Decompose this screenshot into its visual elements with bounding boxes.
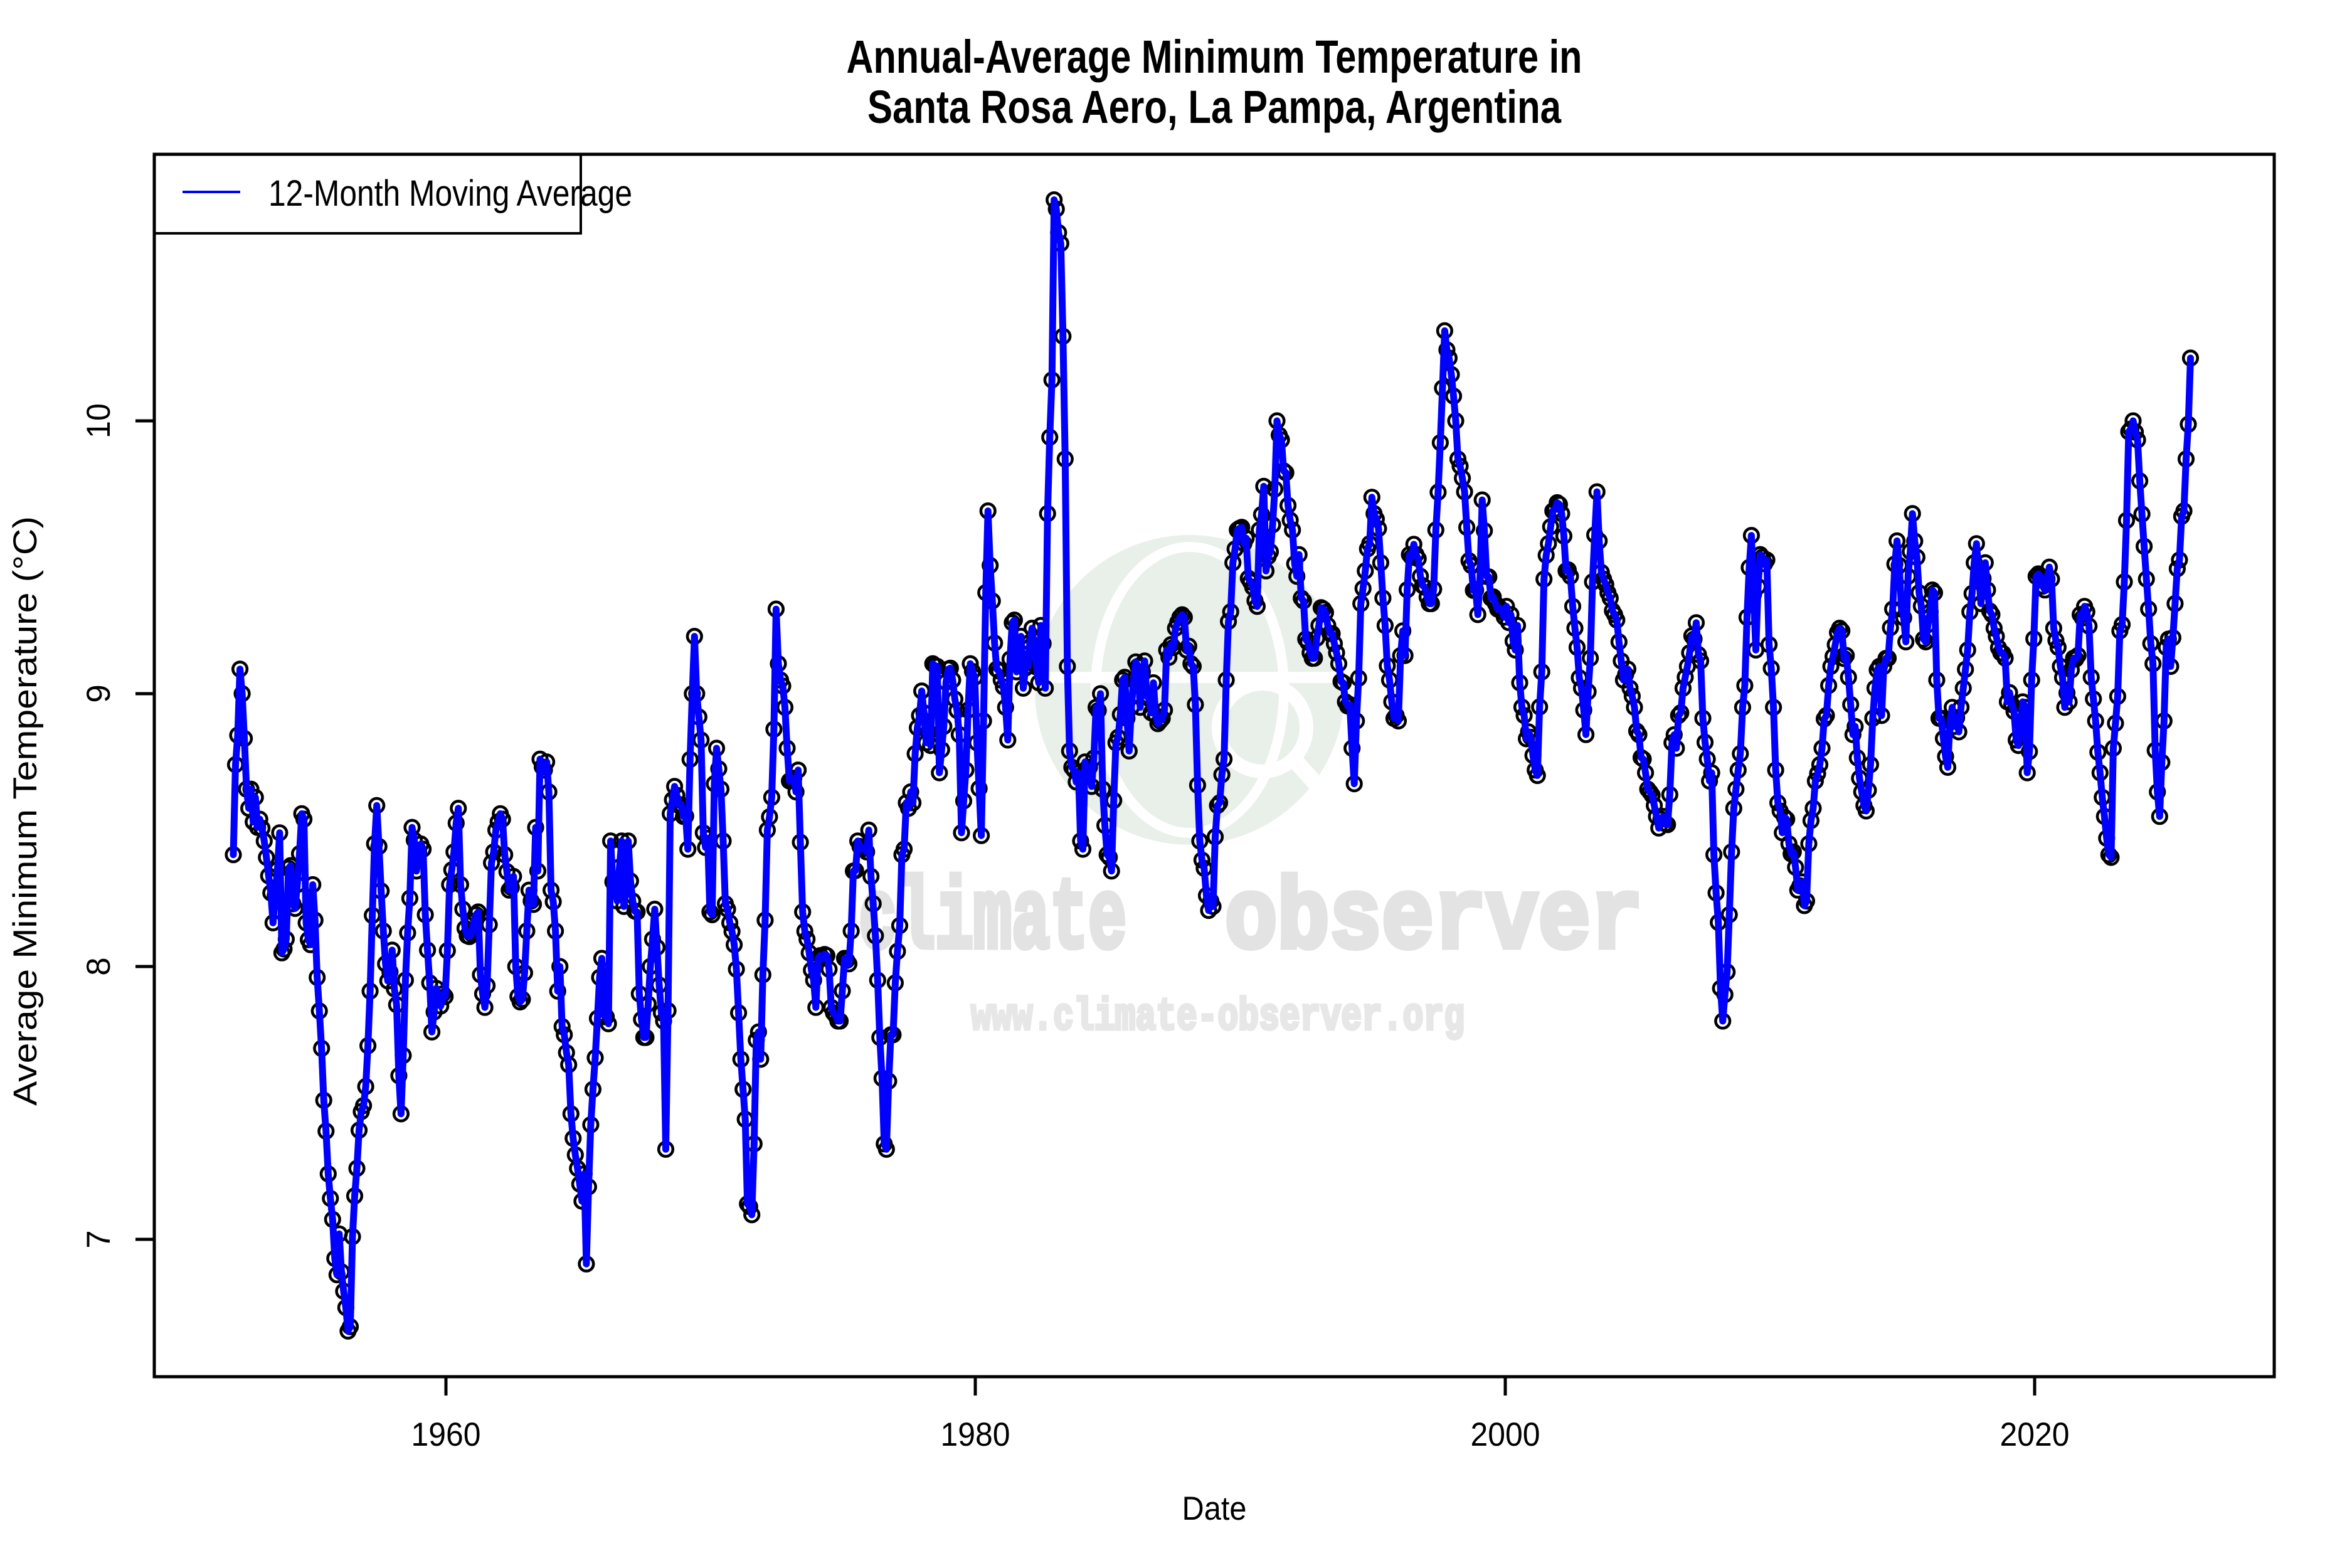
- svg-text:7: 7: [80, 1230, 117, 1248]
- svg-text:8: 8: [80, 957, 117, 975]
- svg-text:Average Minimum Temperature (°: Average Minimum Temperature (°C): [7, 516, 44, 1106]
- svg-text:observer: observer: [1225, 864, 1643, 978]
- svg-text:1980: 1980: [941, 1416, 1010, 1453]
- svg-text:2020: 2020: [2000, 1416, 2070, 1453]
- svg-text:Annual-Average Minimum Tempera: Annual-Average Minimum Temperature in: [847, 31, 1582, 83]
- svg-text:9: 9: [80, 684, 117, 702]
- svg-text:Date: Date: [1182, 1490, 1247, 1527]
- svg-text:Santa Rosa Aero, La Pampa, Arg: Santa Rosa Aero, La Pampa, Argentina: [867, 81, 1562, 133]
- svg-text:2000: 2000: [1471, 1416, 1540, 1453]
- svg-text:10: 10: [80, 403, 117, 438]
- svg-text:12-Month Moving Average: 12-Month Moving Average: [268, 173, 632, 214]
- svg-text:1960: 1960: [411, 1416, 481, 1453]
- svg-text:www.climate-observer.org: www.climate-observer.org: [971, 992, 1465, 1043]
